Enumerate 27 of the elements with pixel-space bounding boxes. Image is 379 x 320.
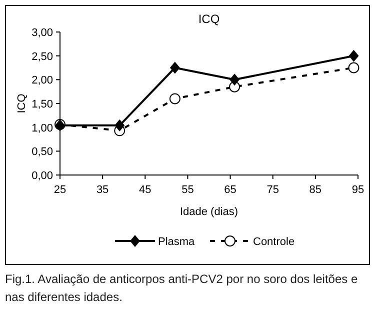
point xyxy=(114,119,125,132)
caption: Fig.1. Avaliação de anticorpos anti-PCV2 por no soro dos leitões e nas diferentes idades. xyxy=(4,271,359,306)
legend-label: Plasma xyxy=(158,236,196,248)
point xyxy=(230,74,240,86)
y-tick-label: 1,50 xyxy=(32,98,53,110)
x-tick-label: 85 xyxy=(309,184,322,196)
x-axis-title: Idade (dias) xyxy=(180,206,238,218)
y-tick-label: 0,50 xyxy=(32,146,53,158)
point xyxy=(170,62,180,74)
x-tick-label: 65 xyxy=(224,184,236,196)
x-tick-label: 45 xyxy=(139,184,152,196)
chart-title: ICQ xyxy=(198,12,220,26)
x-tick-label: 75 xyxy=(266,184,279,196)
y-tick-label: 2,50 xyxy=(32,50,53,63)
y-tick-label: 1,00 xyxy=(32,122,53,134)
point xyxy=(169,93,180,104)
legend-label: Controle xyxy=(253,236,295,248)
point xyxy=(348,62,360,74)
x-tick-label: 25 xyxy=(54,184,66,196)
y-tick-label: 2,00 xyxy=(32,74,53,87)
x-tick-label: 35 xyxy=(96,184,109,196)
y-tick-label: 3,00 xyxy=(32,27,53,39)
point xyxy=(348,50,359,62)
x-tick-label: 95 xyxy=(352,184,364,196)
x-tick-label: 55 xyxy=(182,184,194,196)
y-axis-title: ICQ xyxy=(16,93,28,114)
y-tick-label: 0,00 xyxy=(32,170,53,182)
